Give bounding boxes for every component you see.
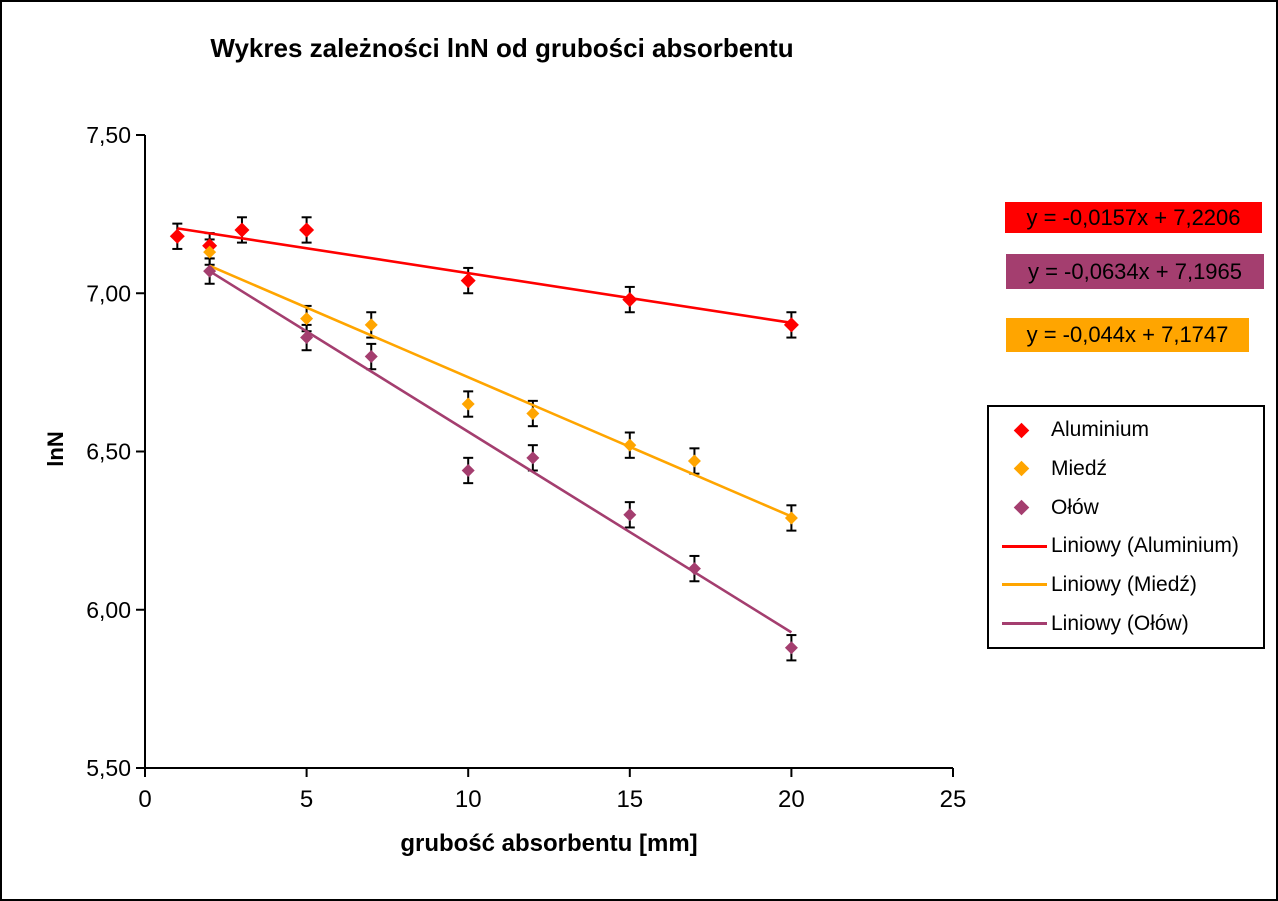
diamond-marker-icon	[1013, 461, 1030, 477]
line-marker-icon	[1002, 544, 1047, 548]
line-marker-icon	[1002, 622, 1047, 626]
data-point-Aluminium	[234, 222, 250, 238]
data-point-Aluminium	[169, 228, 185, 244]
data-point-Miedź	[526, 407, 540, 421]
legend-label: Liniowy (Aluminium)	[1051, 534, 1239, 558]
data-point-Ołów	[687, 562, 701, 576]
data-point-Ołów	[784, 641, 798, 655]
data-point-Miedź	[687, 454, 701, 468]
data-point-Ołów	[461, 463, 475, 477]
legend-item-miedz: Miedź	[989, 452, 1263, 486]
y-tick-label: 7,00	[86, 280, 131, 306]
data-point-Miedź	[623, 438, 637, 452]
diamond-marker-icon	[1013, 422, 1030, 439]
data-point-Aluminium	[783, 317, 799, 333]
legend-item-liniowy-aluminium: Liniowy (Aluminium)	[989, 529, 1263, 563]
data-point-Ołów	[364, 350, 378, 364]
trendline-equation-miedz: y = -0,044x + 7,1747	[1006, 318, 1249, 352]
legend: Aluminium Miedź Ołów Liniowy (Aluminium)…	[987, 405, 1265, 649]
x-tick-label: 25	[940, 786, 967, 813]
legend-label: Liniowy (Miedź)	[1051, 572, 1197, 596]
data-point-Ołów	[526, 451, 540, 465]
legend-label: Miedź	[1051, 456, 1108, 480]
legend-label: Aluminium	[1051, 418, 1150, 442]
y-tick-label: 5,50	[86, 755, 131, 781]
y-axis-title: lnN	[43, 431, 68, 467]
y-tick-label: 6,00	[86, 597, 131, 623]
legend-label: Liniowy (Ołów)	[1051, 611, 1189, 635]
legend-item-aluminium: Aluminium	[989, 413, 1263, 447]
x-tick-label: 20	[778, 786, 805, 813]
line-marker-icon	[1002, 583, 1047, 587]
data-point-Aluminium	[460, 273, 476, 289]
trendline-equation-olow: y = -0,0634x + 7,1965	[1006, 254, 1264, 289]
y-tick-label: 7,50	[86, 122, 131, 148]
legend-item-olow: Ołów	[989, 491, 1263, 525]
data-point-Aluminium	[299, 222, 315, 238]
data-point-Miedź	[784, 511, 798, 525]
trendline-Miedź	[209, 264, 792, 518]
x-tick-label: 0	[138, 786, 151, 813]
legend-item-liniowy-olow: Liniowy (Ołów)	[989, 607, 1263, 641]
data-point-Miedź	[203, 245, 217, 259]
data-point-Miedź	[364, 318, 378, 332]
x-tick-label: 5	[300, 786, 313, 813]
y-tick-label: 6,50	[86, 439, 131, 465]
legend-item-liniowy-miedz: Liniowy (Miedź)	[989, 568, 1263, 602]
x-axis-title: grubość absorbentu [mm]	[400, 830, 698, 857]
legend-label: Ołów	[1051, 495, 1099, 519]
data-point-Miedź	[461, 397, 475, 411]
trendline-Aluminium	[177, 227, 792, 325]
data-point-Ołów	[300, 331, 314, 345]
x-tick-label: 10	[455, 786, 482, 813]
data-point-Miedź	[300, 312, 314, 326]
trendline-equation-aluminium: y = -0,0157x + 7,2206	[1005, 202, 1262, 233]
x-tick-label: 15	[616, 786, 643, 813]
trendline-Ołów	[208, 270, 793, 634]
diamond-marker-icon	[1013, 499, 1030, 516]
data-point-Aluminium	[622, 292, 638, 308]
chart-title: Wykres zależności lnN od grubości absorb…	[210, 33, 794, 63]
data-point-Ołów	[203, 264, 217, 278]
data-point-Ołów	[623, 508, 637, 522]
